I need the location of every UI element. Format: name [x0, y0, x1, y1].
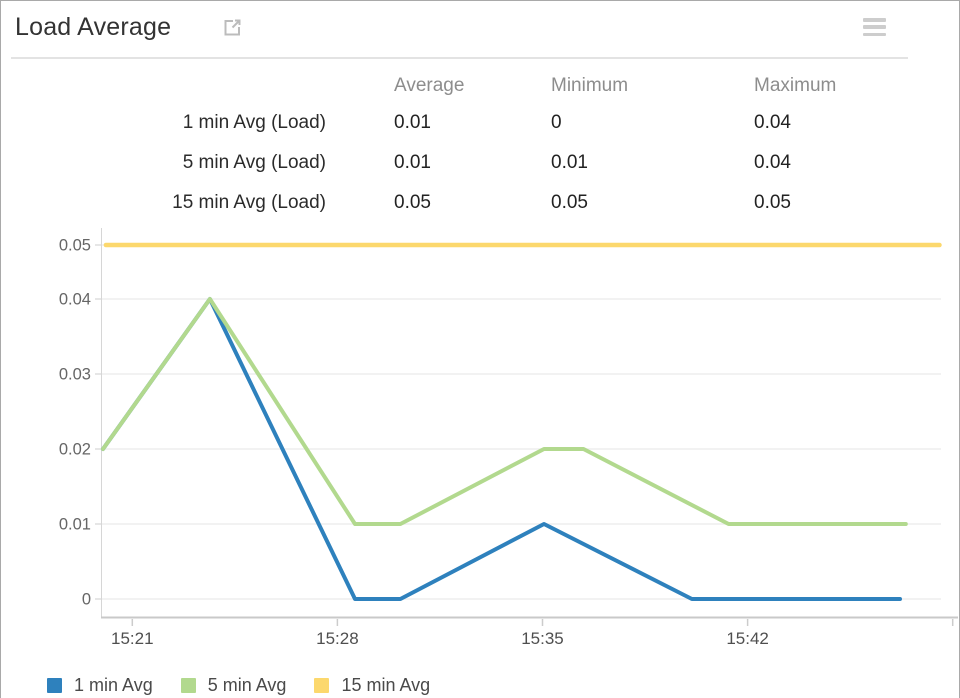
x-axis-ticks	[131, 619, 954, 626]
y-tick-label: 0.05	[59, 237, 91, 255]
cell-minimum: 0.05	[551, 192, 588, 213]
cell-average: 0.01	[394, 112, 431, 133]
x-tick-label: 15:42	[726, 629, 769, 648]
x-tick-label: 15:21	[111, 629, 154, 648]
cell-maximum: 0.04	[754, 152, 791, 173]
cell-maximum: 0.05	[754, 192, 791, 213]
grid-lines	[101, 244, 941, 600]
cell-average: 0.01	[394, 152, 431, 173]
legend-label: 15 min Avg	[341, 674, 431, 695]
cell-minimum: 0	[551, 112, 562, 133]
legend-swatch-icon	[180, 677, 196, 693]
row-label: 15 min Avg (Load)	[172, 192, 326, 213]
column-header-maximum: Maximum	[754, 75, 837, 96]
header-divider	[11, 57, 908, 59]
legend-item-15-min-avg[interactable]: 15 min Avg	[314, 675, 430, 696]
x-axis-labels: 15:21 15:28 15:35 15:42	[111, 629, 769, 648]
menu-icon[interactable]	[863, 18, 886, 36]
table-row: 5 min Avg (Load) 0.01 0.01 0.04	[1, 143, 959, 183]
y-axis-ticks	[95, 244, 101, 600]
legend-item-1-min-avg[interactable]: 1 min Avg	[47, 675, 153, 696]
chart-legend: 1 min Avg 5 min Avg 15 min Avg	[47, 671, 430, 698]
legend-label: 5 min Avg	[207, 674, 287, 695]
legend-item-5-min-avg[interactable]: 5 min Avg	[180, 674, 287, 696]
page-title: Load Average	[15, 13, 172, 41]
menu-bar	[863, 32, 886, 36]
y-tick-label: 0.01	[59, 516, 91, 534]
series-line-5-min-avg[interactable]	[101, 297, 908, 526]
column-header-minimum: Minimum	[551, 75, 629, 96]
x-tick-label: 15:28	[316, 629, 359, 648]
load-average-chart[interactable]: 0 0.01 0.02 0.03 0.04 0.05 15:21 15:28 15:35 15:4…	[1, 216, 960, 656]
stats-table: Average Minimum Maximum 1 min Avg (Load)…	[1, 69, 959, 223]
table-row: 1 min Avg (Load) 0.01 0 0.04	[1, 103, 959, 143]
table-row: 15 min Avg (Load) 0.05 0.05 0.05	[1, 183, 959, 223]
y-tick-label: 0.03	[59, 366, 91, 384]
stats-header-row: Average Minimum Maximum	[1, 69, 959, 103]
x-tick-label: 15:35	[521, 629, 564, 648]
cell-average: 0.05	[394, 192, 431, 213]
cell-maximum: 0.04	[754, 112, 791, 133]
row-label: 5 min Avg (Load)	[182, 152, 326, 173]
cell-minimum: 0.01	[551, 152, 588, 173]
column-header-average: Average	[394, 75, 465, 96]
row-label: 1 min Avg (Load)	[182, 112, 326, 133]
y-axis-labels: 0 0.01 0.02 0.03 0.04 0.05	[59, 237, 91, 609]
y-tick-label: 0.02	[59, 441, 91, 459]
axis-lines	[101, 228, 958, 619]
legend-label: 1 min Avg	[74, 674, 153, 695]
menu-bar	[863, 18, 886, 22]
legend-swatch-icon	[314, 677, 330, 693]
y-tick-label: 0	[82, 591, 91, 609]
y-tick-label: 0.04	[59, 291, 91, 309]
menu-bar	[863, 25, 886, 29]
external-link-icon[interactable]	[222, 17, 243, 38]
legend-swatch-icon	[47, 677, 62, 693]
